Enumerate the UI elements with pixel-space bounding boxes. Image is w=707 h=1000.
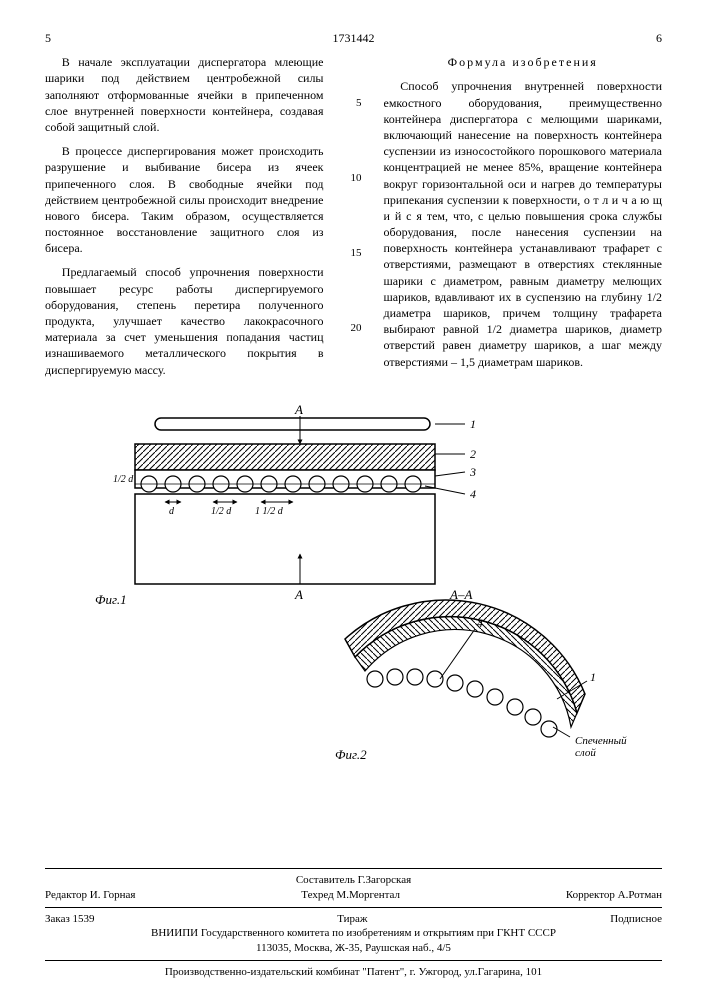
label-A-top: A xyxy=(294,404,303,417)
left-p3: Предлагаемый способ упрочнения поверхнос… xyxy=(45,264,324,377)
ln-20: 20 xyxy=(346,321,362,336)
tirazh: Тираж xyxy=(337,912,367,927)
margin-line-numbers: 5 10 15 20 xyxy=(346,54,362,386)
right-column: Формула изобретения Способ упрочнения вн… xyxy=(384,54,663,386)
patent-number: 1731442 xyxy=(85,30,622,46)
balls-row xyxy=(135,470,435,492)
page-header: 5 1731442 6 xyxy=(45,30,662,46)
callout-1: 1 xyxy=(470,417,476,431)
techred: Техред М.Моргентал xyxy=(301,888,400,903)
subscribed: Подписное xyxy=(610,912,662,927)
callout-3: 3 xyxy=(469,465,476,479)
fig1-label: Фиг.1 xyxy=(95,592,127,607)
layer-caption: Спеченный слой xyxy=(575,735,629,759)
label-A-bot: A xyxy=(294,587,303,602)
dim-half-d: 1/2 d xyxy=(211,506,232,517)
left-p2: В процессе диспергирования может происхо… xyxy=(45,143,324,256)
figure-2: A–A 4 1 Спеченный слой Фиг.2 xyxy=(335,587,629,762)
ln-15: 15 xyxy=(346,246,362,261)
ln-10: 10 xyxy=(346,171,362,186)
compiler: Составитель Г.Загорская xyxy=(45,873,662,888)
footer: Составитель Г.Загорская Редактор И. Горн… xyxy=(45,864,662,980)
fig2-label: Фиг.2 xyxy=(335,747,367,762)
printer: Производственно-издательский комбинат "П… xyxy=(45,965,662,980)
page-number-right: 6 xyxy=(622,30,662,46)
dim-1-5d: 1 1/2 d xyxy=(255,506,284,517)
figure-1: A 1/2 d d 1/2 d 1 1/2 xyxy=(95,404,476,607)
callout-4: 4 xyxy=(470,487,476,501)
corrector: Корректор А.Ротман xyxy=(566,888,662,903)
editor: Редактор И. Горная xyxy=(45,888,135,903)
page-number-left: 5 xyxy=(45,30,85,46)
callout-2: 2 xyxy=(470,447,476,461)
dim-half-d-v: 1/2 d xyxy=(113,474,134,485)
figures-svg: A 1/2 d d 1/2 d 1 1/2 xyxy=(45,404,662,784)
left-column: В начале эксплуатации диспергатора млеющ… xyxy=(45,54,324,386)
ln-5: 5 xyxy=(346,96,362,111)
right-p1: Способ упрочнения внутренней поверхности… xyxy=(384,78,663,369)
body-columns: В начале эксплуатации диспергатора млеющ… xyxy=(45,54,662,386)
address: 113035, Москва, Ж-35, Раушская наб., 4/5 xyxy=(45,941,662,956)
claims-title: Формула изобретения xyxy=(384,54,663,70)
org: ВНИИПИ Государственного комитета по изоб… xyxy=(45,926,662,941)
left-p1: В начале эксплуатации диспергатора млеющ… xyxy=(45,54,324,135)
callout2-1: 1 xyxy=(590,670,596,684)
callout2-4: 4 xyxy=(477,616,483,630)
figures: A 1/2 d d 1/2 d 1 1/2 xyxy=(45,404,662,784)
order: Заказ 1539 xyxy=(45,912,95,927)
